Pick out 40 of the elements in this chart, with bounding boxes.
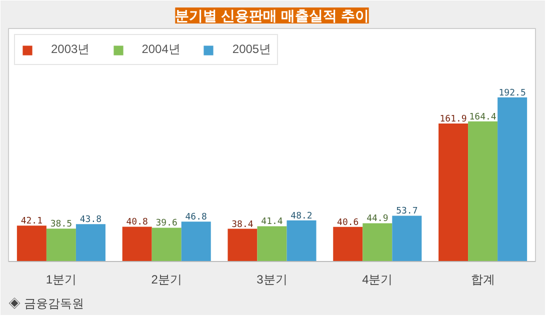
data-label: 39.6 bbox=[156, 218, 178, 229]
x-tick-label: 4분기 bbox=[362, 272, 393, 286]
data-label: 164.4 bbox=[469, 112, 496, 122]
bar bbox=[152, 228, 182, 262]
data-label: 40.6 bbox=[337, 218, 359, 228]
bar bbox=[181, 222, 211, 262]
bar bbox=[76, 224, 106, 262]
bar bbox=[498, 97, 528, 262]
bar bbox=[286, 220, 316, 262]
data-label: 42.1 bbox=[20, 216, 43, 227]
data-label: 38.4 bbox=[232, 220, 254, 230]
bar bbox=[438, 124, 468, 262]
x-tick-label: 1분기 bbox=[46, 272, 77, 286]
legend-label: 2005년 bbox=[232, 41, 272, 58]
x-tick-label: 합계 bbox=[470, 272, 495, 286]
data-label: 46.8 bbox=[185, 212, 207, 223]
bar bbox=[16, 226, 46, 262]
legend-label: 2004년 bbox=[142, 41, 180, 58]
bar bbox=[362, 223, 392, 262]
text: ◈ 금융감독원 bbox=[8, 296, 84, 310]
bar bbox=[122, 226, 152, 262]
data-label: 38.5 bbox=[50, 220, 72, 230]
data-label: 53.7 bbox=[396, 206, 418, 217]
data-label: 44.9 bbox=[366, 214, 388, 224]
bar bbox=[228, 228, 258, 262]
x-tick-label: 3분기 bbox=[256, 272, 288, 286]
data-label: 43.8 bbox=[80, 215, 102, 226]
chart-title: 분기별 신용판매 매출실적 추이 bbox=[175, 8, 369, 24]
bar bbox=[468, 121, 498, 262]
bar bbox=[257, 226, 287, 262]
bar bbox=[333, 226, 363, 262]
data-label: 161.9 bbox=[440, 114, 467, 124]
data-label: 40.8 bbox=[126, 218, 148, 228]
data-label: 48.2 bbox=[290, 211, 312, 222]
data-label: 192.5 bbox=[498, 88, 526, 98]
legend-label: 2003년 bbox=[51, 41, 90, 58]
bar bbox=[392, 216, 422, 262]
bar bbox=[46, 228, 76, 262]
data-label: 41.4 bbox=[261, 217, 283, 228]
x-tick-label: 2분기 bbox=[151, 272, 182, 286]
